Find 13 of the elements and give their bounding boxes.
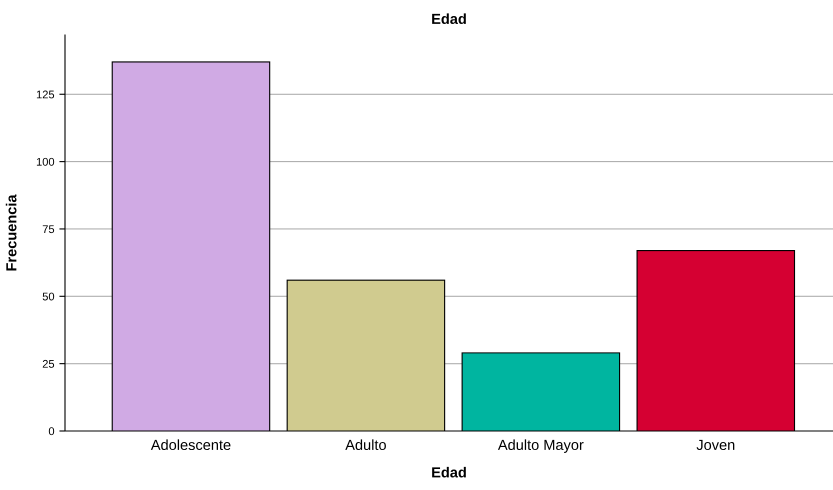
x-axis-title: Edad [432, 466, 466, 478]
y-tick-label: 25 [42, 360, 54, 368]
y-tick-label: 100 [36, 158, 54, 166]
chart-title: Edad [432, 13, 466, 24]
y-tick-label: 125 [36, 90, 54, 98]
x-tick-label: Adolescente [150, 439, 230, 450]
y-tick-label: 50 [42, 292, 54, 300]
y-tick-label: 75 [42, 225, 54, 234]
y-axis-title: Frecuencia [6, 194, 16, 271]
x-tick-label: Joven [696, 440, 734, 450]
y-tick-label: 0 [48, 427, 54, 436]
x-tick-label: Adulto Mayor [498, 439, 584, 453]
x-tick-label: Adulto [345, 439, 386, 450]
